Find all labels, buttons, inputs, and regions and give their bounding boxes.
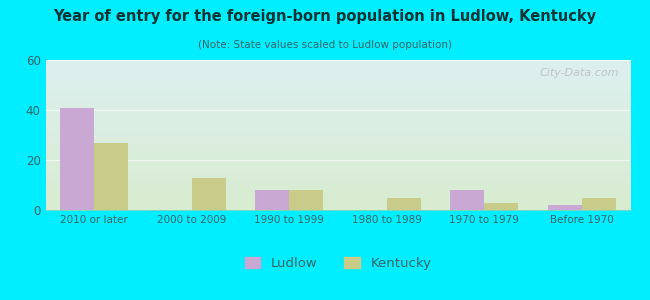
Bar bbox=[60, 107, 94, 210]
Bar bbox=[387, 197, 421, 210]
Bar bbox=[192, 178, 226, 210]
Bar bbox=[94, 142, 129, 210]
Bar bbox=[582, 197, 616, 210]
Bar bbox=[484, 202, 519, 210]
Text: (Note: State values scaled to Ludlow population): (Note: State values scaled to Ludlow pop… bbox=[198, 40, 452, 50]
Text: City-Data.com: City-Data.com bbox=[540, 68, 619, 77]
Bar bbox=[547, 205, 582, 210]
Legend: Ludlow, Kentucky: Ludlow, Kentucky bbox=[239, 252, 437, 275]
Bar bbox=[450, 190, 484, 210]
Bar bbox=[255, 190, 289, 210]
Text: Year of entry for the foreign-born population in Ludlow, Kentucky: Year of entry for the foreign-born popul… bbox=[53, 9, 597, 24]
Bar bbox=[289, 190, 324, 210]
